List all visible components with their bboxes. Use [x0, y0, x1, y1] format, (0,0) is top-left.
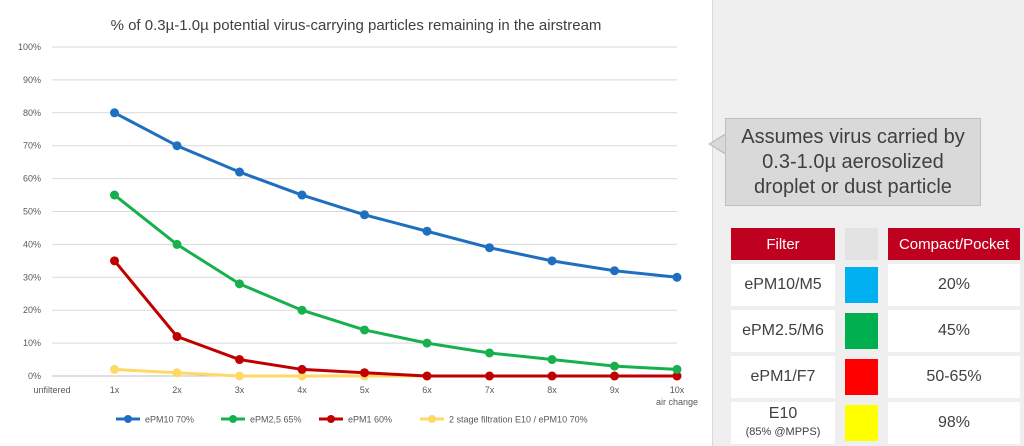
- data-point: [547, 371, 557, 381]
- y-tick-label: 90%: [23, 75, 41, 85]
- legend-label: 2 stage filtration E10 / ePM10 70%: [449, 415, 588, 425]
- y-tick-label: 10%: [23, 338, 41, 348]
- data-point: [547, 355, 557, 365]
- data-point: [547, 256, 557, 266]
- line-chart: % of 0.3µ-1.0µ potential virus-carrying …: [18, 17, 698, 425]
- legend-label: ePM10 70%: [145, 415, 194, 425]
- x-tick-label: 2x: [172, 385, 182, 395]
- data-point: [422, 226, 432, 236]
- data-point: [672, 364, 682, 374]
- y-tick-label: 70%: [23, 141, 41, 151]
- data-point: [172, 239, 182, 249]
- y-tick-label: 20%: [23, 305, 41, 315]
- filter-row-3-swatch: [845, 359, 878, 395]
- data-point: [485, 371, 494, 381]
- data-point: [422, 371, 432, 381]
- callout-pointer-fill: [710, 135, 726, 153]
- x-tick-label: 10x: [670, 385, 685, 395]
- y-tick-label: 40%: [23, 239, 41, 249]
- legend-swatch-marker: [229, 415, 237, 423]
- filter-row-1-color: [845, 264, 878, 306]
- x-tick-label: 9x: [610, 385, 620, 395]
- data-point: [235, 355, 244, 365]
- data-point: [110, 108, 119, 118]
- filter-row-3-value: 50-65%: [888, 356, 1020, 398]
- legend-swatch-marker: [327, 415, 335, 423]
- data-point: [235, 279, 244, 289]
- series-line: [113, 193, 678, 371]
- data-point: [610, 266, 619, 276]
- filter-row-3-name: ePM1/F7: [731, 356, 835, 398]
- header-filter: Filter: [731, 228, 835, 260]
- header-color-blank: [845, 228, 878, 260]
- legend-swatch-marker: [428, 415, 436, 423]
- filter-row-4-swatch: [845, 405, 878, 441]
- callout-line-2: 0.3-1.0µ aerosolized: [762, 150, 944, 173]
- data-point: [672, 371, 682, 381]
- filter-row-2-name: ePM2.5/M6: [731, 310, 835, 352]
- y-tick-label: 60%: [23, 174, 41, 184]
- y-tick-label: 50%: [23, 207, 41, 217]
- data-point: [422, 338, 432, 348]
- x-tick-label: 6x: [422, 385, 432, 395]
- data-point: [297, 190, 307, 200]
- x-tick-label: 8x: [547, 385, 557, 395]
- y-tick-label: 30%: [23, 272, 41, 282]
- data-point: [172, 332, 182, 342]
- x-tick-label: 7x: [485, 385, 495, 395]
- data-point: [360, 210, 369, 220]
- data-point: [297, 305, 307, 315]
- data-point: [172, 368, 182, 378]
- filter-row-4-name: E10 (85% @MPPS): [731, 402, 835, 444]
- filter-row-2-swatch: [845, 313, 878, 349]
- y-tick-label: 80%: [23, 108, 41, 118]
- series-line: [113, 259, 677, 378]
- data-point: [672, 272, 682, 282]
- callout-line-1: Assumes virus carried by: [741, 125, 965, 148]
- chart-title: % of 0.3µ-1.0µ potential virus-carrying …: [111, 17, 602, 34]
- data-point: [485, 348, 494, 358]
- data-point: [110, 256, 119, 266]
- chart-panel: % of 0.3µ-1.0µ potential virus-carrying …: [0, 0, 713, 446]
- filter-row-2-color: [845, 310, 878, 352]
- header-compact-pocket: Compact/Pocket: [888, 228, 1020, 260]
- filter-row-1-value: 20%: [888, 264, 1020, 306]
- data-point: [610, 361, 619, 371]
- x-tick-label: 3x: [235, 385, 245, 395]
- x-tick-label: 4x: [297, 385, 307, 395]
- legend-swatch-marker: [124, 415, 132, 423]
- filter-row-1-swatch: [845, 267, 878, 303]
- data-point: [235, 167, 244, 177]
- x-axis-end-label: air change: [656, 397, 698, 407]
- filter-row-2-value: 45%: [888, 310, 1020, 352]
- y-tick-label: 100%: [18, 42, 41, 52]
- assumption-callout: Assumes virus carried by 0.3-1.0µ aeroso…: [725, 118, 981, 206]
- filter-row-4-value: 98%: [888, 402, 1020, 444]
- legend-label: ePM2,5 65%: [250, 415, 302, 425]
- x-tick-label: unfiltered: [33, 385, 70, 395]
- series-line: [113, 111, 678, 279]
- data-point: [235, 371, 244, 381]
- data-point: [110, 364, 119, 374]
- data-point: [297, 364, 307, 374]
- callout-line-3: droplet or dust particle: [754, 175, 952, 198]
- data-point: [360, 325, 369, 335]
- y-tick-label: 0%: [28, 371, 41, 381]
- filter-row-4-sublabel: (85% @MPPS): [745, 426, 821, 438]
- data-point: [172, 141, 182, 151]
- filter-row-1-name: ePM10/M5: [731, 264, 835, 306]
- filter-row-4-label: E10: [768, 405, 798, 422]
- filter-row-3-color: [845, 356, 878, 398]
- data-point: [297, 371, 307, 381]
- data-point: [610, 371, 619, 381]
- data-point: [110, 190, 119, 200]
- x-tick-label: 1x: [110, 385, 120, 395]
- x-tick-label: 5x: [360, 385, 370, 395]
- data-point: [360, 368, 369, 378]
- filter-row-4-color: [845, 402, 878, 444]
- legend-label: ePM1 60%: [348, 415, 392, 425]
- data-point: [485, 243, 494, 253]
